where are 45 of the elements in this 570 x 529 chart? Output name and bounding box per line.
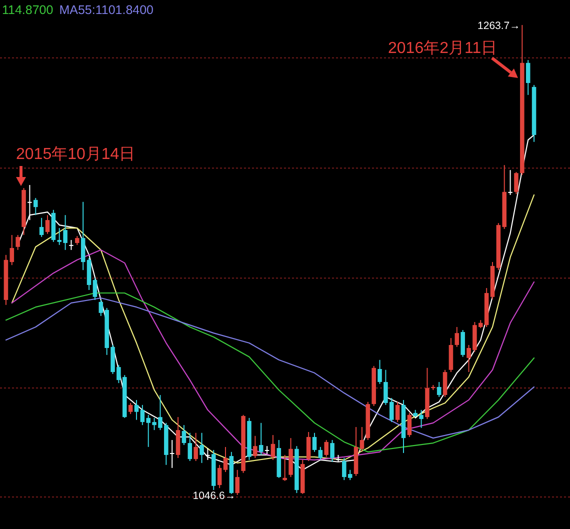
candlestick [217,464,222,489]
candlestick [206,448,210,460]
candlestick [45,214,50,234]
candlestick [330,440,334,462]
candlestick [28,184,32,221]
candlestick [69,239,74,250]
candlestick [170,440,174,468]
annotation: 1046.6→ [192,490,236,502]
candlestick [235,469,240,496]
candlestick [223,446,228,473]
candlestick [188,432,192,462]
candlestick [395,401,400,423]
candlestick [318,446,323,460]
candlestick [10,234,14,266]
candlestick [360,426,364,452]
candlestick [508,170,512,196]
candlestick [306,432,311,462]
candlestick [460,330,465,358]
annotation: 2015年10月14日 [16,146,136,163]
candlestick [200,432,204,464]
candlestick [514,171,518,195]
candlestick [128,402,133,415]
candlestick [16,234,20,250]
candlestick [324,440,329,458]
candlestick [442,369,448,398]
candlestick [253,435,258,458]
candlestick [378,359,382,384]
annotation: 1263.7→ [478,20,520,32]
candlestick [258,422,264,456]
candlestick [282,454,287,482]
candlestick [454,326,460,348]
candlestick [270,434,276,460]
candlestick [39,217,44,238]
candlestick [194,432,198,462]
text: MA55:1101.8400 [59,3,154,17]
candlestick [134,399,139,420]
text: 114.8700 [2,3,54,17]
candlestick [436,381,442,398]
annotation: 2016年2月11日 [388,40,498,57]
candlestick [92,278,98,300]
candlestick [33,197,38,216]
candlestick [407,412,412,438]
candlestick [312,432,317,452]
candlestick [526,60,530,96]
candlestick [182,424,186,446]
